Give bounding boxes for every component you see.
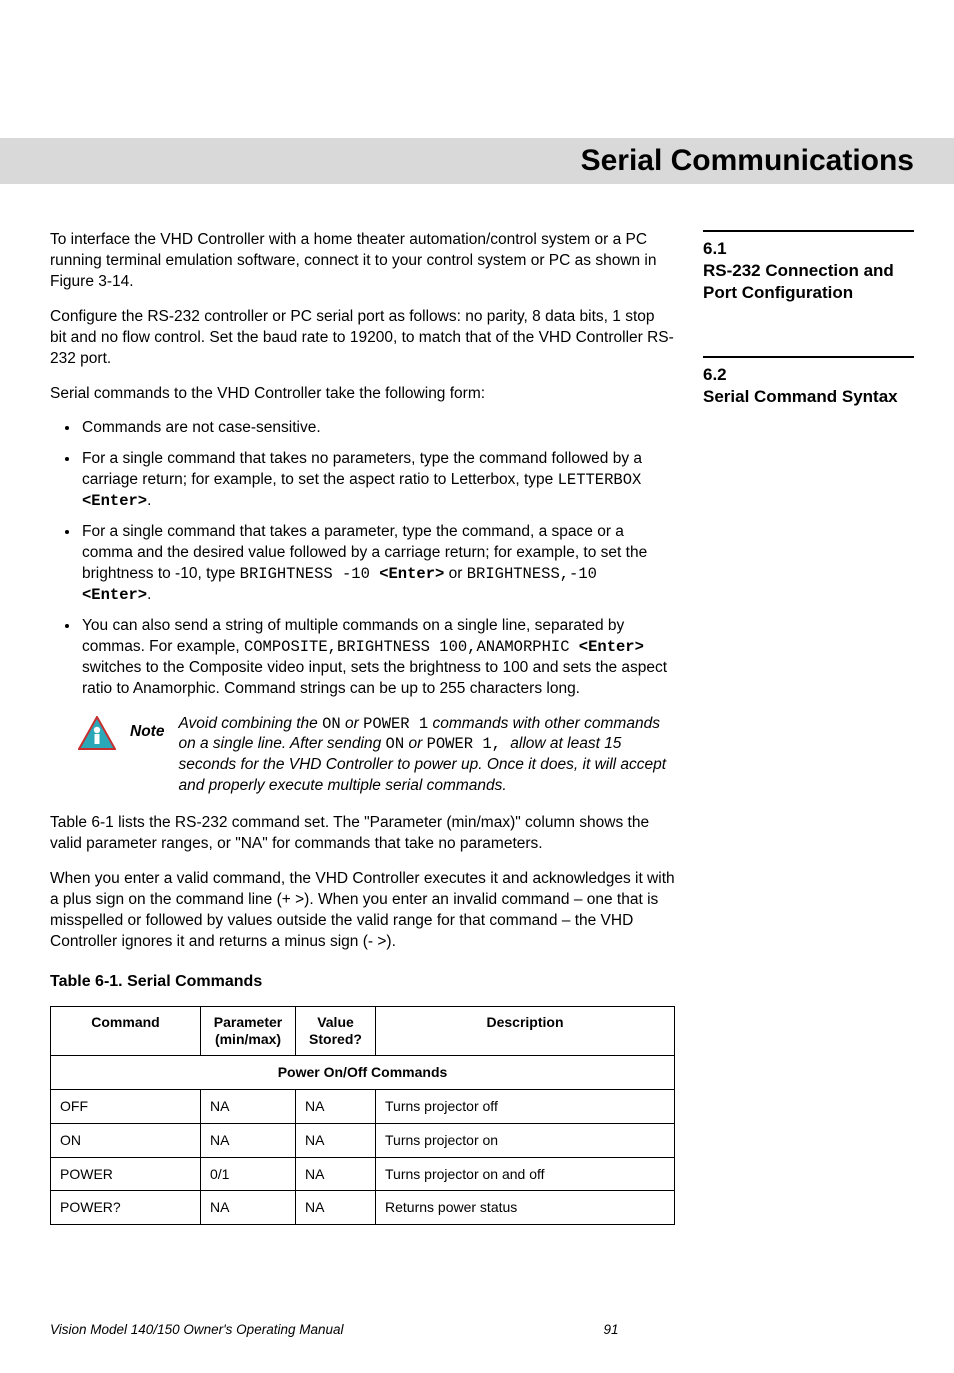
list-item: For a single command that takes a parame… [80,522,675,606]
table-header-cell: Description [376,1007,675,1056]
table-cell: NA [296,1157,376,1191]
serial-commands-table: Command Parameter (min/max) Value Stored… [50,1006,675,1225]
code-text: COMPOSITE,BRIGHTNESS 100,ANAMORPHIC [244,638,579,656]
paragraph: To interface the VHD Controller with a h… [50,230,675,293]
code-text: BRIGHTNESS -10 [240,565,380,583]
code-enter: <Enter> [82,492,147,510]
table-cell: 0/1 [201,1157,296,1191]
section-title: RS-232 Connection and Port Configuration [703,260,914,304]
table-cell: Turns projector on and off [376,1157,675,1191]
table-cell: NA [296,1191,376,1225]
table-cell: OFF [51,1089,201,1123]
code-text: BRIGHTNESS,-10 [467,565,597,583]
page-footer: Vision Model 140/150 Owner's Operating M… [50,1322,914,1337]
note-span: or [341,715,363,732]
footer-page-number: 91 [604,1322,619,1337]
table-cell: Turns projector on [376,1123,675,1157]
table-cell: POWER? [51,1191,201,1225]
paragraph: Table 6-1 lists the RS-232 command set. … [50,813,675,855]
table-cell: NA [201,1191,296,1225]
paragraph: Configure the RS-232 controller or PC se… [50,307,675,370]
table-header-cell: Parameter (min/max) [201,1007,296,1056]
table-header-cell: Value Stored? [296,1007,376,1056]
code-text: POWER 1, [427,735,511,753]
sidebar-section: 6.1 RS-232 Connection and Port Configura… [703,230,914,304]
table-header-cell: Command [51,1007,201,1056]
chapter-title: Serial Communications [581,144,914,178]
list-text: switches to the Composite video input, s… [82,659,667,697]
body-column: To interface the VHD Controller with a h… [50,230,675,1225]
warning-triangle-icon [78,716,116,750]
two-column-layout: To interface the VHD Controller with a h… [50,230,914,1225]
table-section-label: Power On/Off Commands [51,1055,675,1089]
table-cell: NA [201,1123,296,1157]
table-row: POWER 0/1 NA Turns projector on and off [51,1157,675,1191]
code-text: ON [322,715,341,733]
table-row: ON NA NA Turns projector on [51,1123,675,1157]
list-item: For a single command that takes no param… [80,449,675,512]
note-text: Avoid combining the ON or POWER 1 comman… [178,714,675,798]
bullet-list: Commands are not case-sensitive. For a s… [50,418,675,699]
section-title: Serial Command Syntax [703,386,914,408]
table-header-row: Command Parameter (min/max) Value Stored… [51,1007,675,1056]
table-row: OFF NA NA Turns projector off [51,1089,675,1123]
table-cell: NA [296,1089,376,1123]
document-page: Serial Communications To interface the V… [0,138,954,1373]
code-text: POWER 1 [363,715,428,733]
code-enter: <Enter> [379,565,444,583]
table-cell: POWER [51,1157,201,1191]
paragraph: When you enter a valid command, the VHD … [50,869,675,953]
table-cell: NA [296,1123,376,1157]
chapter-title-band: Serial Communications [0,138,954,184]
code-enter: <Enter> [579,638,644,656]
list-item: Commands are not case-sensitive. [80,418,675,439]
table-section-row: Power On/Off Commands [51,1055,675,1089]
table-row: POWER? NA NA Returns power status [51,1191,675,1225]
code-text: LETTERBOX [558,471,642,489]
note-callout: Note Avoid combining the ON or POWER 1 c… [50,714,675,798]
note-span: Avoid combining the [178,715,322,732]
table-cell: Returns power status [376,1191,675,1225]
table-cell: Turns projector off [376,1089,675,1123]
code-text: ON [386,735,405,753]
note-label: Note [130,722,164,743]
table-cell: NA [201,1089,296,1123]
code-enter: <Enter> [82,586,147,604]
table-cell: ON [51,1123,201,1157]
list-text: or [444,565,466,582]
footer-doc-title: Vision Model 140/150 Owner's Operating M… [50,1322,344,1337]
sidebar-column: 6.1 RS-232 Connection and Port Configura… [703,230,914,1225]
list-text: . [147,586,151,603]
note-span: or [404,735,426,752]
section-number: 6.2 [703,364,914,386]
paragraph: Serial commands to the VHD Controller ta… [50,384,675,405]
table-caption: Table 6-1. Serial Commands [50,971,675,993]
sidebar-section: 6.2 Serial Command Syntax [703,356,914,408]
section-number: 6.1 [703,238,914,260]
list-item: You can also send a string of multiple c… [80,616,675,700]
list-text: . [147,492,151,509]
